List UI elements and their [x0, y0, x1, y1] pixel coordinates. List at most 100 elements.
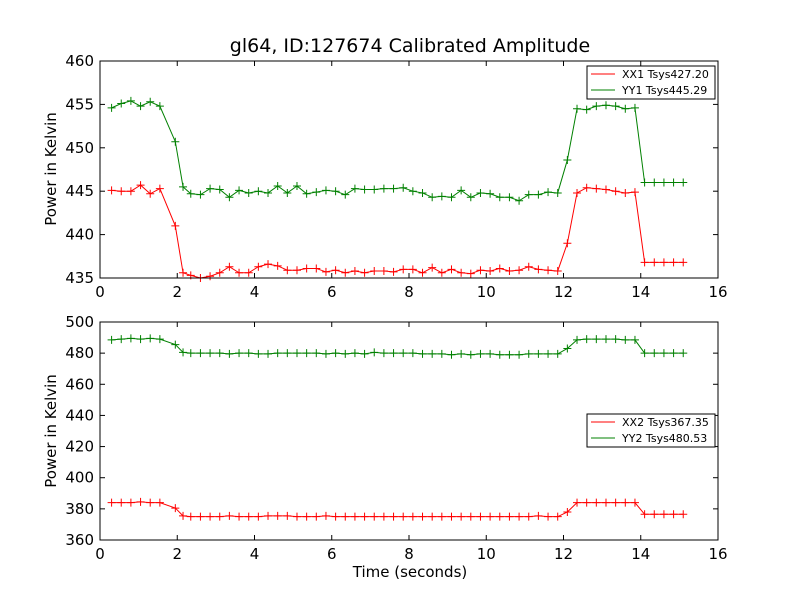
data-point: [650, 510, 659, 519]
data-point: [292, 266, 301, 275]
data-point: [408, 265, 417, 274]
data-point: [582, 183, 591, 192]
x-tick-label: 12: [554, 283, 573, 301]
data-point: [321, 511, 330, 520]
bottom-plot-frame: [99, 321, 719, 541]
bottom-plot-series: [107, 334, 688, 521]
data-point: [155, 184, 164, 193]
data-point: [302, 512, 311, 521]
data-point: [312, 188, 321, 197]
data-point: [437, 349, 446, 358]
data-point: [379, 184, 388, 193]
data-point: [254, 262, 263, 271]
data-point: [611, 498, 620, 507]
data-point: [553, 188, 562, 197]
data-point: [563, 507, 572, 516]
data-point: [553, 512, 562, 521]
data-point: [679, 349, 688, 358]
data-point: [592, 335, 601, 344]
legend-label-xx1: XX1 Tsys427.20: [622, 68, 709, 81]
data-point: [312, 264, 321, 273]
data-point: [457, 268, 466, 277]
data-point: [679, 178, 688, 187]
data-point: [544, 266, 553, 275]
data-point: [399, 349, 408, 358]
data-point: [476, 266, 485, 275]
y-tick-label: 445: [65, 182, 94, 200]
data-point: [630, 103, 639, 112]
data-point: [107, 498, 116, 507]
data-point: [659, 349, 668, 358]
data-point: [515, 512, 524, 521]
data-point: [254, 349, 263, 358]
x-tick-label: 4: [250, 545, 260, 563]
data-point: [302, 349, 311, 358]
data-point: [146, 498, 155, 507]
data-point: [117, 335, 126, 344]
data-point: [505, 512, 514, 521]
data-point: [592, 102, 601, 111]
data-point: [437, 268, 446, 277]
y-tick-label: 360: [65, 531, 94, 549]
data-point: [389, 349, 398, 358]
x-tick-label: 16: [708, 545, 727, 563]
data-point: [171, 137, 180, 146]
data-point: [206, 349, 215, 358]
data-point: [341, 349, 350, 358]
data-point: [331, 349, 340, 358]
data-point: [321, 267, 330, 276]
data-point: [225, 511, 234, 520]
data-point: [117, 99, 126, 108]
data-point: [495, 350, 504, 359]
data-point: [524, 262, 533, 271]
data-point: [264, 188, 273, 197]
data-point: [341, 512, 350, 521]
y-tick-label: 380: [65, 500, 94, 518]
bottom-plot-legend: XX2 Tsys367.35 YY2 Tsys480.53: [586, 413, 716, 448]
data-point: [524, 190, 533, 199]
data-point: [611, 187, 620, 196]
x-tick-label: 6: [327, 283, 337, 301]
data-point: [264, 511, 273, 520]
y-tick-label: 460: [65, 52, 94, 70]
data-point: [515, 350, 524, 359]
data-point: [418, 268, 427, 277]
data-point: [107, 186, 116, 195]
data-point: [196, 190, 205, 199]
data-point: [466, 512, 475, 521]
data-point: [399, 512, 408, 521]
top-plot-legend: XX1 Tsys427.20 YY1 Tsys445.29: [586, 65, 716, 100]
data-point: [341, 268, 350, 277]
x-tick-label: 10: [477, 283, 496, 301]
data-point: [321, 349, 330, 358]
x-tick-label: 8: [404, 545, 414, 563]
y-tick-label: 400: [65, 469, 94, 487]
data-point: [206, 272, 215, 281]
data-point: [254, 187, 263, 196]
data-point: [563, 155, 572, 164]
data-point: [466, 269, 475, 278]
data-point: [136, 102, 145, 111]
y-tick-label: 440: [65, 226, 94, 244]
data-point: [146, 334, 155, 343]
legend-label-yy1: YY1 Tsys445.29: [621, 84, 707, 97]
data-point: [379, 512, 388, 521]
data-point: [379, 267, 388, 276]
y-tick-label: 450: [65, 139, 94, 157]
data-point: [466, 193, 475, 202]
data-point: [486, 349, 495, 358]
data-point: [360, 512, 369, 521]
data-point: [186, 349, 195, 358]
data-point: [235, 186, 244, 195]
y-tick-label: 460: [65, 375, 94, 393]
data-point: [244, 349, 253, 358]
data-point: [544, 349, 553, 358]
data-point: [370, 512, 379, 521]
data-point: [573, 498, 582, 507]
series-line: [111, 100, 684, 202]
data-point: [457, 186, 466, 195]
data-point: [179, 268, 188, 277]
data-point: [136, 181, 145, 190]
data-point: [447, 350, 456, 359]
